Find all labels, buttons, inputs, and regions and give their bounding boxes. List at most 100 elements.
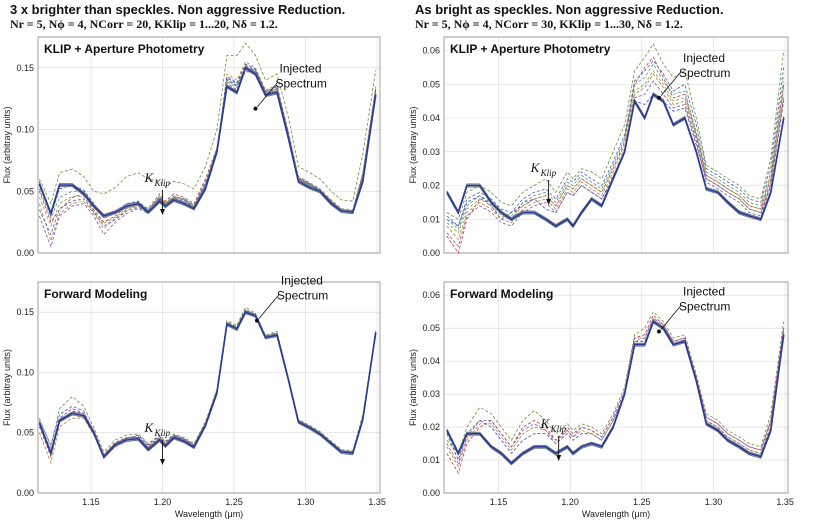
y-tick-label: 0.06 [422, 46, 440, 56]
solid-series-line [446, 319, 785, 463]
x-axis-label: Wavelength (μm) [175, 509, 243, 519]
kklip-arrow-head [556, 455, 562, 461]
kklip-subscript: Klip [540, 168, 557, 178]
y-tick-label: 0.02 [422, 422, 440, 432]
y-tick-label: 0.03 [422, 389, 440, 399]
dashed-series-line [39, 309, 377, 458]
annotation-dot [253, 106, 258, 111]
annotation-injected: Injected [683, 51, 725, 65]
y-axis-label: Flux (arbitray units) [408, 349, 418, 426]
x-tick-label: 1.20 [154, 497, 172, 507]
annotation-spectrum: Spectrum [679, 66, 730, 80]
kklip-arrow-head [159, 459, 165, 465]
kklip-label: K [530, 160, 541, 175]
y-tick-label: 0.00 [422, 248, 440, 258]
dashed-series-line [446, 80, 785, 248]
y-tick-label: 0.00 [16, 488, 34, 498]
y-axis-label: Flux (arbitray units) [2, 349, 12, 426]
y-tick-label: 0.04 [422, 113, 440, 123]
dashed-series-line [39, 306, 377, 453]
right-column-subtitle: Nr = 5, Nϕ = 4, NCorr = 30, KKlip = 1...… [415, 17, 683, 31]
y-tick-label: 0.15 [16, 63, 34, 73]
dashed-series-line [39, 310, 377, 459]
panel-bottom-right: 0.00 0.01 0.02 0.03 0.04 0.05 0.06 1.15 1.20 1.25… [408, 281, 794, 519]
annotation-spectrum: Spectrum [679, 299, 730, 313]
panel-title: Forward Modeling [450, 287, 553, 301]
dashed-series-line [39, 42, 377, 205]
x-tick-label: 1.20 [561, 497, 579, 507]
dashed-series-line [39, 64, 377, 249]
dashed-series-line [446, 73, 785, 241]
annotation-injected: Injected [280, 62, 322, 76]
y-axis-label: Flux (arbitray units) [408, 106, 418, 183]
x-tick-label: 1.15 [490, 497, 508, 507]
annotation-pointer [660, 71, 682, 97]
y-tick-label: 0.06 [422, 290, 440, 300]
y-tick-label: 0.03 [422, 147, 440, 157]
right-column-title: As bright as speckles. Non aggressive Re… [415, 2, 723, 17]
annotation-dot [657, 95, 661, 100]
dashed-series-line [446, 42, 785, 220]
y-tick-label: 0.05 [422, 79, 440, 89]
annotation-pointer [258, 294, 280, 319]
annotation-injected: Injected [683, 284, 725, 298]
dashed-series-line [446, 59, 785, 227]
x-tick-label: 1.15 [82, 497, 100, 507]
solid-series-line [446, 92, 785, 226]
x-tick-label: 1.35 [368, 497, 386, 507]
y-tick-label: 0.10 [16, 367, 34, 377]
panel-top-left: 0.00 0.05 0.10 0.15 KLIP + Aperture Photomet… [2, 36, 381, 258]
solid-series-line [38, 310, 377, 457]
y-tick-label: 0.01 [422, 214, 440, 224]
annotation-dot [254, 318, 259, 323]
annotation-dot [657, 329, 661, 334]
kklip-arrow-head [159, 209, 165, 215]
y-tick-label: 0.04 [422, 356, 440, 366]
y-axis-label: Flux (arbitray units) [2, 106, 12, 183]
panel-top-right: 0.00 0.01 0.02 0.03 0.04 0.05 0.06 KLIP + Apert… [408, 36, 789, 258]
y-tick-label: 0.15 [16, 307, 34, 317]
left-column-subtitle: Nr = 5, Nϕ = 4, NCorr = 20, KKlip = 1...… [10, 17, 278, 31]
left-column-title: 3 x brighter than speckles. Non aggressi… [10, 2, 345, 17]
annotation-pointer [257, 82, 278, 107]
x-tick-label: 1.25 [225, 497, 243, 507]
annotation-injected: Injected [281, 274, 323, 288]
plot-frame [443, 281, 789, 494]
panel-title: KLIP + Aperture Photometry [44, 42, 205, 56]
y-tick-label: 0.01 [422, 455, 440, 465]
annotation-spectrum: Spectrum [276, 77, 327, 91]
plot-frame [443, 36, 789, 254]
x-tick-label: 1.30 [297, 497, 315, 507]
x-tick-label: 1.35 [776, 497, 794, 507]
injected-spectrum-line [446, 93, 785, 228]
x-tick-label: 1.30 [705, 497, 723, 507]
kklip-arrow-head [546, 199, 552, 205]
y-tick-label: 0.05 [422, 323, 440, 333]
y-tick-label: 0.00 [16, 248, 34, 258]
panel-title: KLIP + Aperture Photometry [450, 42, 611, 56]
x-tick-label: 1.25 [633, 497, 651, 507]
annotation-pointer [660, 305, 682, 330]
y-tick-label: 0.00 [422, 488, 440, 498]
dashed-series-line [446, 311, 785, 455]
kklip-label: K [143, 420, 154, 435]
injected-spectrum-line [446, 320, 785, 465]
kklip-label: K [143, 170, 154, 185]
y-tick-label: 0.10 [16, 125, 34, 135]
panel-title: Forward Modeling [44, 287, 147, 301]
y-tick-label: 0.05 [16, 186, 34, 196]
y-tick-label: 0.05 [16, 428, 34, 438]
dashed-series-line [446, 317, 785, 465]
kklip-label: K [540, 416, 551, 431]
injected-spectrum-line [38, 311, 377, 459]
kklip-subscript: Klip [153, 178, 170, 188]
solid-series-line [38, 311, 377, 458]
dashed-series-line [446, 321, 785, 462]
plot-frame [37, 36, 381, 254]
plot-frame [37, 281, 381, 494]
x-axis-label: Wavelength (μm) [582, 509, 650, 519]
kklip-subscript: Klip [153, 428, 170, 438]
dashed-series-line [39, 309, 377, 457]
annotation-spectrum: Spectrum [277, 289, 328, 303]
